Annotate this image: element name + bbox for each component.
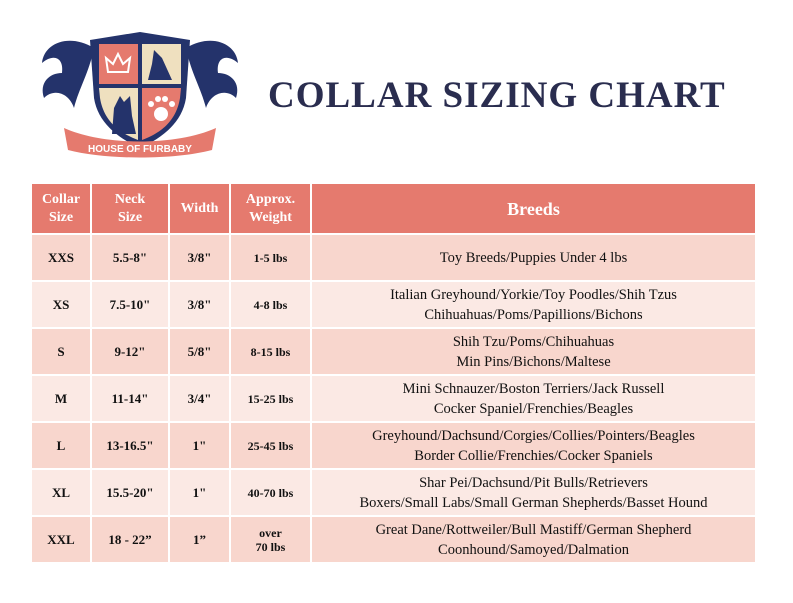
breed-line: Mini Schnauzer/Boston Terriers/Jack Russ…: [402, 380, 665, 397]
table-row: XXL 18 - 22” 1” over 70 lbs Great Dane/Rottw…: [30, 515, 757, 564]
breed-line: Toy Breeds/Puppies Under 4 lbs: [439, 249, 628, 266]
breed-line: Min Pins/Bichons/Maltese: [456, 353, 611, 370]
neck-size-cell: 7.5-10": [90, 280, 170, 329]
width-cell: 3/8": [168, 233, 231, 282]
neck-size-cell: 9-12": [90, 327, 170, 376]
collar-sizing-table: Collar Size Neck Size Width Approx. Weig…: [30, 182, 757, 564]
width-cell: 3/4": [168, 374, 231, 423]
breed-line: Shih Tzu/Poms/Chihuahuas: [452, 333, 615, 350]
header-breeds: Breeds: [310, 182, 757, 235]
breeds-cell: Great Dane/Rottweiler/Bull Mastiff/Germa…: [310, 515, 757, 564]
breeds-cell: Italian Greyhound/Yorkie/Toy Poodles/Shi…: [310, 280, 757, 329]
width-cell: 3/8": [168, 280, 231, 329]
header-collar-size: Collar Size: [30, 182, 92, 235]
header-weight: Approx. Weight: [229, 182, 312, 235]
table-row: M 11-14" 3/4" 15-25 lbs Mini Schnauzer/Bosto…: [30, 374, 757, 423]
breed-line: Boxers/Small Labs/Small German Shepherds…: [359, 494, 708, 511]
size-cell: M: [30, 374, 92, 423]
breeds-cell: Mini Schnauzer/Boston Terriers/Jack Russ…: [310, 374, 757, 423]
size-cell: L: [30, 421, 92, 470]
size-cell: XXS: [30, 233, 92, 282]
breeds-cell: Shar Pei/Dachsund/Pit Bulls/Retrievers Bo…: [310, 468, 757, 517]
page-title: COLLAR SIZING CHART: [268, 75, 726, 116]
breed-line: Italian Greyhound/Yorkie/Toy Poodles/Shi…: [390, 286, 677, 303]
weight-cell: over 70 lbs: [229, 515, 312, 564]
breeds-cell: Greyhound/Dachsund/Corgies/Collies/Point…: [310, 421, 757, 470]
breed-line: Chihuahuas/Poms/Papillions/Bichons: [424, 306, 643, 323]
width-cell: 5/8": [168, 327, 231, 376]
table-row: L 13-16.5" 1" 25-45 lbs Greyhound/Dachsund/C…: [30, 421, 757, 470]
table-row: XS 7.5-10" 3/8" 4-8 lbs Italian Greyhound/Yo…: [30, 280, 757, 329]
weight-cell: 8-15 lbs: [229, 327, 312, 376]
header-neck-size: Neck Size: [90, 182, 170, 235]
breeds-cell: Toy Breeds/Puppies Under 4 lbs: [310, 233, 757, 282]
size-cell: XL: [30, 468, 92, 517]
breed-line: Greyhound/Dachsund/Corgies/Collies/Point…: [372, 427, 695, 444]
table-header-row: Collar Size Neck Size Width Approx. Weig…: [30, 182, 757, 235]
neck-size-cell: 13-16.5": [90, 421, 170, 470]
width-cell: 1": [168, 421, 231, 470]
neck-size-cell: 15.5-20": [90, 468, 170, 517]
weight-cell: 4-8 lbs: [229, 280, 312, 329]
width-cell: 1": [168, 468, 231, 517]
weight-cell: 1-5 lbs: [229, 233, 312, 282]
neck-size-cell: 5.5-8": [90, 233, 170, 282]
table-row: XXS 5.5-8" 3/8" 1-5 lbs Toy Breeds/Puppies U…: [30, 233, 757, 282]
size-cell: XS: [30, 280, 92, 329]
header-width: Width: [168, 182, 231, 235]
weight-cell: 15-25 lbs: [229, 374, 312, 423]
house-of-furbaby-logo: HOUSE OF FURBABY: [42, 32, 238, 158]
breed-line: Great Dane/Rottweiler/Bull Mastiff/Germa…: [375, 521, 692, 538]
width-cell: 1”: [168, 515, 231, 564]
breed-line: Cocker Spaniel/Frenchies/Beagles: [433, 400, 634, 417]
neck-size-cell: 18 - 22”: [90, 515, 170, 564]
weight-cell: 25-45 lbs: [229, 421, 312, 470]
weight-cell: 40-70 lbs: [229, 468, 312, 517]
table-row: S 9-12" 5/8" 8-15 lbs Shih Tzu/Poms/Chihuahu…: [30, 327, 757, 376]
breeds-cell: Shih Tzu/Poms/Chihuahuas Min Pins/Bichons…: [310, 327, 757, 376]
size-cell: S: [30, 327, 92, 376]
neck-size-cell: 11-14": [90, 374, 170, 423]
logo-text: HOUSE OF FURBABY: [88, 144, 192, 155]
table-row: XL 15.5-20" 1" 40-70 lbs Shar Pei/Dachsund/P…: [30, 468, 757, 517]
breed-line: Shar Pei/Dachsund/Pit Bulls/Retrievers: [419, 474, 648, 491]
breed-line: Coonhound/Samoyed/Dalmation: [438, 541, 629, 558]
breed-line: Border Collie/Frenchies/Cocker Spaniels: [414, 447, 653, 464]
size-cell: XXL: [30, 515, 92, 564]
